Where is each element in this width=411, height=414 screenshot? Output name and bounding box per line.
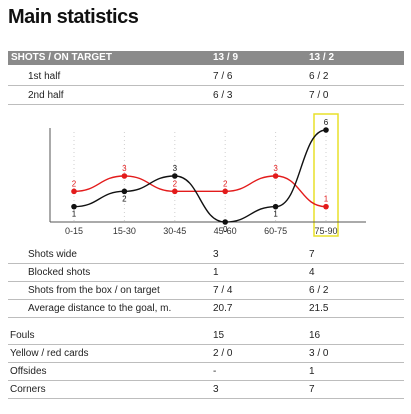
detail-team1: 7 / 4 <box>213 285 233 296</box>
x-tick-label: 60-75 <box>264 226 287 236</box>
misc-team2: 16 <box>309 330 321 341</box>
detail-team1: 1 <box>213 267 219 278</box>
shots-header-team2: 13 / 2 <box>309 52 335 63</box>
data-point <box>71 188 77 195</box>
misc-team2: 3 / 0 <box>309 348 329 359</box>
data-point <box>121 188 128 195</box>
series-line <box>73 175 327 208</box>
data-label: 1 <box>324 195 329 204</box>
detail-team2: 7 <box>309 249 315 260</box>
half-row: 2nd half 6 / 3 7 / 0 <box>8 87 404 105</box>
misc-team1: 3 <box>213 384 219 395</box>
detail-team2: 4 <box>309 267 315 278</box>
half-label: 1st half <box>28 71 61 82</box>
data-point <box>222 219 228 225</box>
data-label: 2 <box>223 179 228 188</box>
series-line <box>73 129 327 223</box>
misc-row: Yellow / red cards 2 / 0 3 / 0 <box>8 345 404 363</box>
data-label: 1 <box>72 210 77 219</box>
half-row: 1st half 7 / 6 6 / 2 <box>8 68 404 86</box>
misc-team1: 2 / 0 <box>213 348 233 359</box>
data-point <box>121 173 128 179</box>
detail-row: Blocked shots 1 4 <box>8 264 404 282</box>
misc-label: Offsides <box>10 366 47 377</box>
data-label: 6 <box>324 118 329 127</box>
data-point <box>71 203 77 210</box>
half-team2: 7 / 0 <box>309 90 329 101</box>
x-tick-label: 45-60 <box>214 226 237 236</box>
data-label: 2 <box>173 179 178 188</box>
detail-label: Shots from the box / on target <box>28 285 160 296</box>
shots-header-team1: 13 / 9 <box>213 52 239 63</box>
misc-row: Offsides - 1 <box>8 363 404 381</box>
data-point <box>172 173 178 179</box>
half-label: 2nd half <box>28 90 64 101</box>
shots-header-label: SHOTS / ON TARGET <box>11 52 112 63</box>
x-tick-label: 15-30 <box>113 226 136 236</box>
page-title: Main statistics <box>8 6 139 28</box>
detail-team2: 6 / 2 <box>309 285 329 296</box>
data-label: 3 <box>273 164 278 173</box>
data-label: 3 <box>173 164 178 173</box>
x-tick-label: 0-15 <box>65 226 83 236</box>
misc-team1: - <box>213 366 217 377</box>
data-label: 1 <box>273 210 278 219</box>
misc-label: Yellow / red cards <box>10 348 89 359</box>
data-point <box>272 203 279 210</box>
detail-row: Shots wide 3 7 <box>8 246 404 264</box>
data-label: 0 <box>223 225 228 234</box>
detail-team1: 3 <box>213 249 219 260</box>
detail-label: Average distance to the goal, m. <box>28 303 172 314</box>
shots-chart-svg: 0-15 15-30 30-45 45-60 60-75 75-90 2 3 2 2 3 1 1 2 3 0 1… <box>49 113 366 237</box>
x-tick-label: 75-90 <box>314 226 337 236</box>
data-label: 2 <box>72 179 77 188</box>
data-point <box>272 173 279 179</box>
data-label: 3 <box>122 164 127 173</box>
shots-chart: 0-15 15-30 30-45 45-60 60-75 75-90 2 3 2 2 3 1 1 2 3 0 1… <box>36 112 376 242</box>
data-point <box>323 203 329 210</box>
data-point <box>172 188 178 195</box>
half-team2: 6 / 2 <box>309 71 329 82</box>
detail-label: Blocked shots <box>28 267 91 278</box>
shots-header: SHOTS / ON TARGET 13 / 9 13 / 2 <box>8 51 404 65</box>
detail-label: Shots wide <box>28 249 77 260</box>
data-point <box>222 188 228 195</box>
data-point <box>323 127 329 133</box>
half-team1: 6 / 3 <box>213 90 233 101</box>
highlight-box <box>313 113 339 237</box>
data-label: 2 <box>122 194 127 203</box>
detail-row: Shots from the box / on target 7 / 4 6 /… <box>8 282 404 300</box>
half-team1: 7 / 6 <box>213 71 233 82</box>
misc-team2: 7 <box>309 384 315 395</box>
misc-team1: 15 <box>213 330 225 341</box>
misc-label: Fouls <box>10 330 35 341</box>
detail-row: Average distance to the goal, m. 20.7 21… <box>8 300 404 318</box>
misc-row: Fouls 15 16 <box>8 327 404 345</box>
misc-team2: 1 <box>309 366 315 377</box>
detail-team1: 20.7 <box>213 303 233 314</box>
x-tick-label: 30-45 <box>163 226 186 236</box>
misc-row: Corners 3 7 <box>8 381 404 399</box>
misc-label: Corners <box>10 384 46 395</box>
detail-team2: 21.5 <box>309 303 329 314</box>
